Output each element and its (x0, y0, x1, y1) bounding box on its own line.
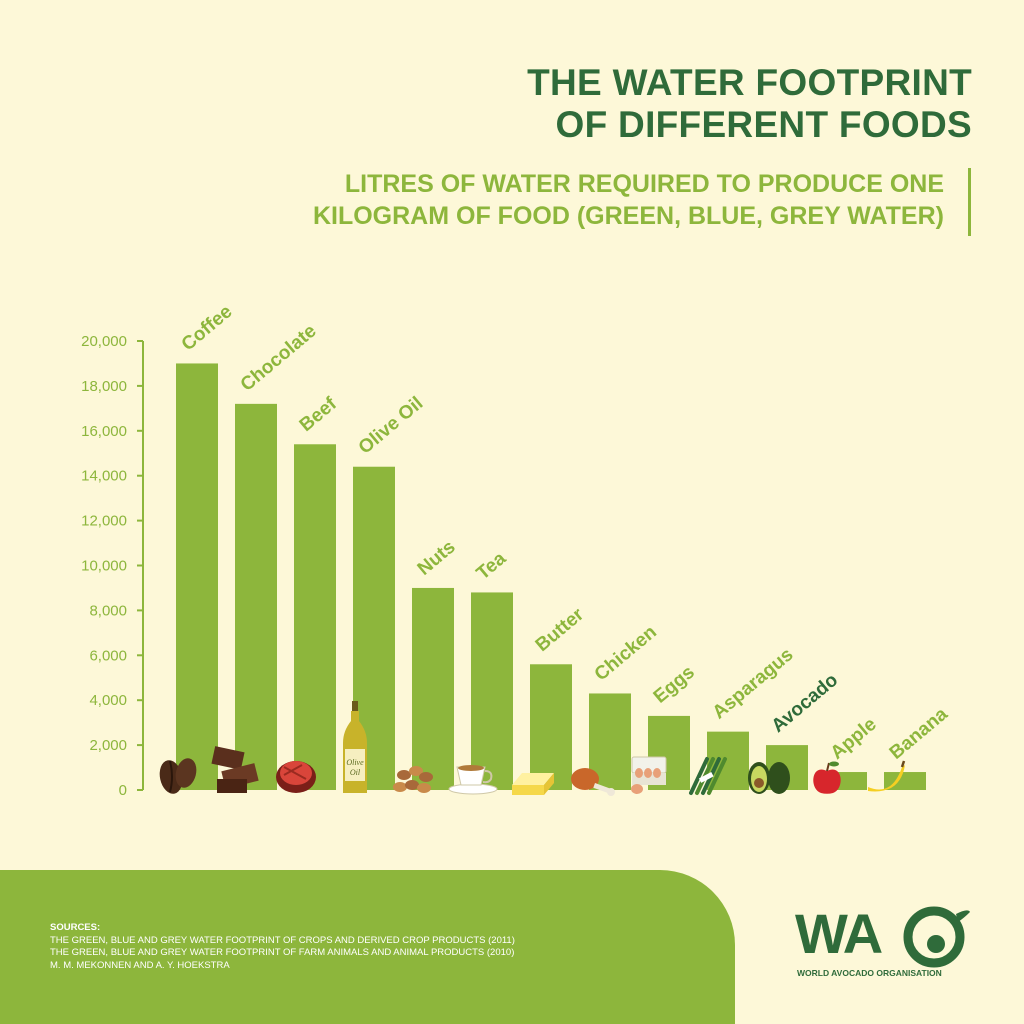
title-line-2: OF DIFFERENT FOODS (555, 104, 972, 145)
asparagus-icon (689, 757, 727, 795)
avocado-icon (748, 762, 790, 794)
subtitle-line-1: LITRES OF WATER REQUIRED TO PRODUCE ONE (344, 170, 944, 198)
category-label: Apple (827, 714, 881, 764)
apple-icon (813, 761, 841, 794)
category-label: Coffee (178, 301, 237, 355)
logo-text: WA (795, 902, 883, 965)
category-label: Eggs (650, 662, 699, 708)
avocado-o-icon (903, 906, 970, 968)
y-tick-label: 8,000 (89, 602, 127, 619)
sources-heading: SOURCES: (50, 922, 101, 933)
source-line-3: M. M. MEKONNEN AND A. Y. HOEKSTRA (50, 959, 230, 971)
category-label: Olive Oil (355, 393, 428, 459)
steak-icon (276, 761, 316, 793)
y-tick-label: 18,000 (81, 378, 127, 395)
category-label: Chocolate (237, 321, 321, 396)
chart-title: THE WATER FOOTPRINT OF DIFFERENT FOODS (527, 62, 972, 146)
footer-panel (0, 870, 735, 1024)
butter-icon (512, 773, 554, 795)
y-tick-label: 12,000 (81, 513, 127, 530)
wao-logo: WA WORLD AVOCADO ORGANISATION (795, 902, 975, 984)
category-label: Nuts (414, 537, 460, 580)
y-tick-label: 4,000 (89, 692, 127, 709)
bar-tea (471, 592, 513, 790)
category-label: Beef (296, 393, 342, 436)
bar-beef (294, 444, 336, 790)
olive-oil-label-text: Olive (346, 758, 364, 767)
bar-chocolate (235, 403, 277, 790)
nuts-icon (393, 766, 433, 793)
bar-coffee (176, 363, 218, 790)
y-tick-label: 10,000 (81, 558, 127, 575)
y-tick-label: 16,000 (81, 423, 127, 440)
y-tick-label: 14,000 (81, 468, 127, 485)
bar-butter (530, 664, 572, 790)
source-line-2: THE GREEN, BLUE AND GREY WATER FOOTPRINT… (50, 947, 515, 958)
banana-icon (868, 760, 906, 792)
y-tick-label: 2,000 (89, 737, 127, 754)
chicken-leg-icon (571, 768, 615, 796)
y-tick-label: 6,000 (89, 647, 127, 664)
title-line-1: THE WATER FOOTPRINT (527, 62, 972, 103)
olive-oil-label-text: Oil (350, 768, 361, 777)
subtitle-accent-bar (968, 168, 971, 236)
tea-cup-icon (448, 765, 498, 795)
eggs-icon (631, 756, 667, 794)
sources-block: SOURCES: THE GREEN, BLUE AND GREY WATER … (50, 922, 515, 972)
y-tick-label: 0 (119, 782, 127, 799)
category-label: Chicken (591, 622, 661, 686)
category-label: Butter (532, 604, 589, 656)
category-label: Banana (886, 703, 952, 763)
category-label: Avocado (768, 670, 842, 737)
source-line-1: THE GREEN, BLUE AND GREY WATER FOOTPRINT… (50, 934, 515, 946)
chocolate-icon (211, 746, 259, 793)
category-label: Tea (473, 548, 511, 585)
bar-nuts (412, 587, 454, 790)
bar-chart: 0 2,000 4,000 6,000 8,000 10,000 12,000 14,000 1… (81, 301, 952, 799)
chart-subtitle: LITRES OF WATER REQUIRED TO PRODUCE ONE … (313, 168, 944, 232)
y-tick-label: 20,000 (81, 333, 127, 350)
subtitle-line-2: KILOGRAM OF FOOD (GREEN, BLUE, GREY WATE… (312, 202, 944, 230)
logo-tagline: WORLD AVOCADO ORGANISATION (797, 968, 942, 978)
coffee-beans-icon (159, 758, 197, 794)
